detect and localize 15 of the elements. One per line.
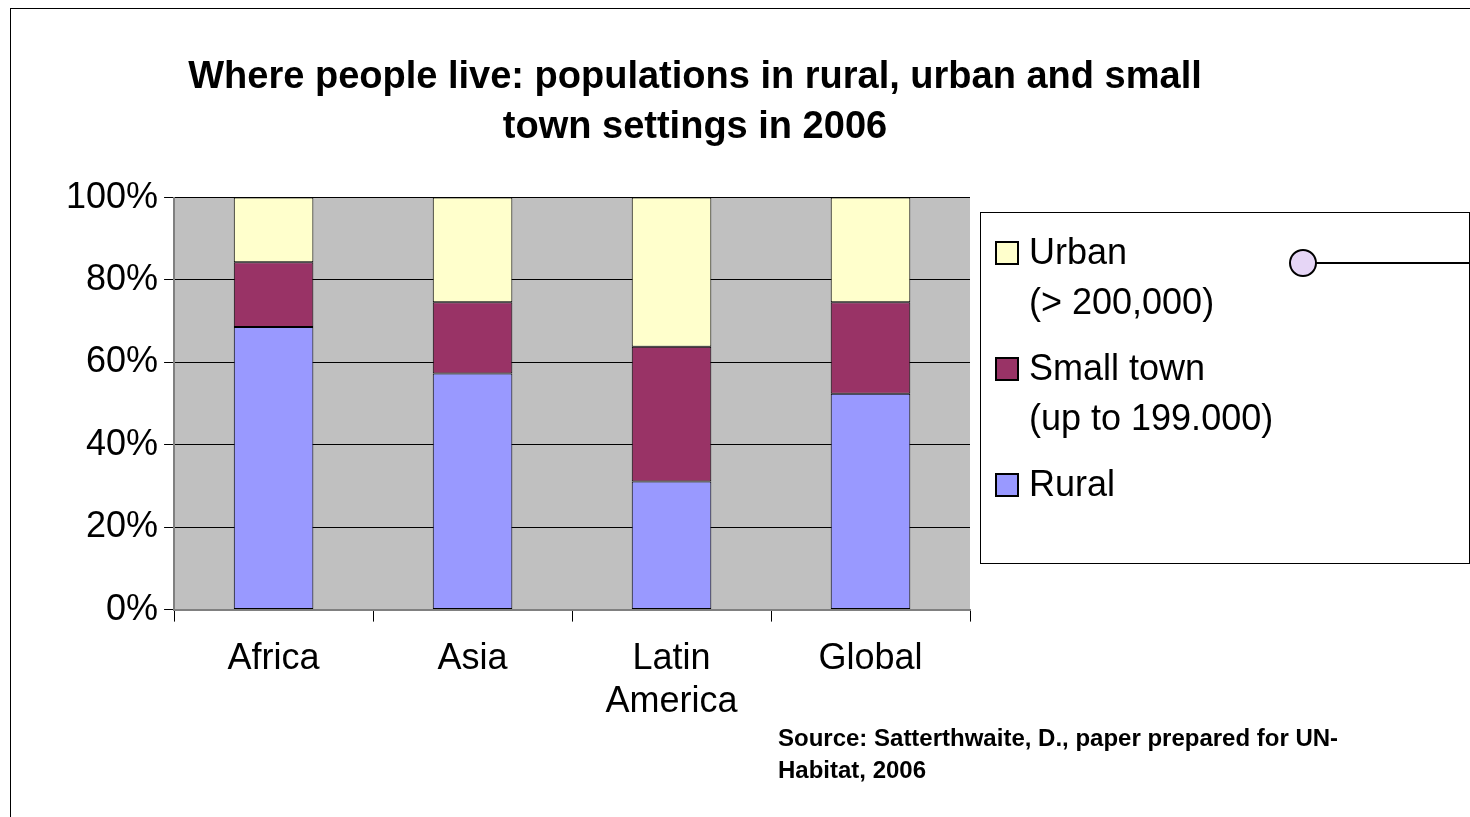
chart-title: Where people live: populations in rural, urban and small town settings in 2006 [187,53,1203,148]
legend-label: Urban (> 200,000) [1029,230,1216,324]
x-tick-label: Asia [437,636,509,678]
y-tick-label: 100% [66,174,159,216]
y-tick-label: 80% [86,256,159,298]
y-tick-label: 40% [86,421,159,463]
y-tick-label: 60% [86,339,159,381]
x-tick-label: Latin America [605,636,739,721]
y-tick-label: 20% [86,504,159,546]
source-note: Source: Satterthwaite, D., paper prepared for UN-Habitat, 2006 [778,723,1340,785]
y-tick-label: 0% [106,586,159,628]
x-tick-label: Global [818,636,923,678]
legend-label: Rural [1029,462,1117,506]
x-tick-label: Africa [227,636,321,678]
legend-label: Small town (up to 199.000) [1029,346,1275,440]
